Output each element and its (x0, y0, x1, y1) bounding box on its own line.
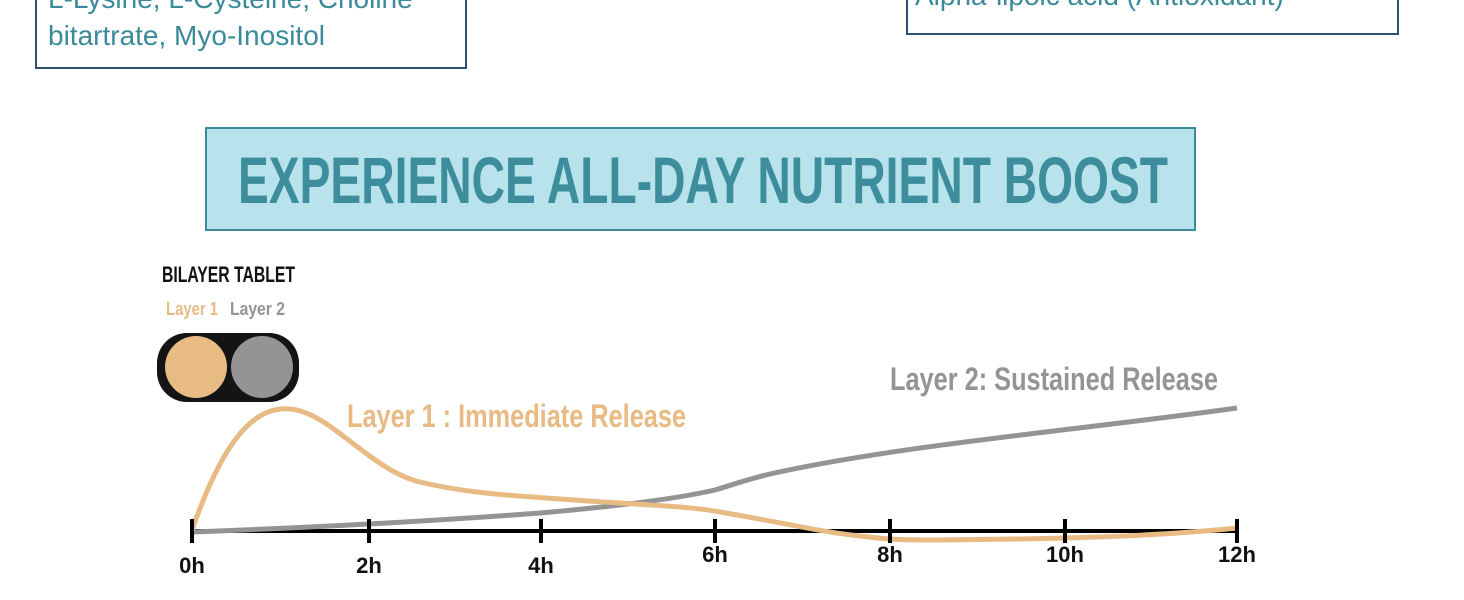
legend-label: Layer 2 (230, 299, 285, 319)
card-text: L-Lysine, L-Cysteine, Choline (48, 0, 413, 14)
heading-banner (205, 127, 1196, 231)
tick-label: 0h (179, 553, 205, 578)
ingredient-card (35, 0, 467, 69)
layer1-dot (165, 336, 227, 398)
ticks: 0h 2h 4h 6h 8h 10h 12h (179, 519, 1256, 578)
layer2-label: Layer 2: Sustained Release (890, 361, 1218, 397)
layer2-dot (231, 336, 293, 398)
layer1-label: Layer 1 : Immediate Release (347, 398, 686, 434)
heading: EXPERIENCE ALL-DAY NUTRIENT BOOST (238, 143, 1168, 217)
tick-label: 8h (877, 542, 903, 567)
ingredient-card (906, 0, 1399, 35)
tick-label: 4h (528, 553, 554, 578)
tick-label: 2h (356, 553, 382, 578)
tick-label: 6h (702, 542, 728, 567)
layer1-curve (189, 406, 1238, 543)
card-text: bitartrate, Myo-Inositol (48, 20, 325, 51)
layer2-curve (191, 405, 1238, 535)
tick-label: 10h (1046, 542, 1084, 567)
tick-label: 12h (1218, 542, 1256, 567)
card-text: Alpha-lipoic acid (Antioxidant) (915, 0, 1284, 11)
legend-label: Layer 1 (166, 299, 218, 319)
tablet-title: BILAYER TABLET (162, 262, 295, 287)
